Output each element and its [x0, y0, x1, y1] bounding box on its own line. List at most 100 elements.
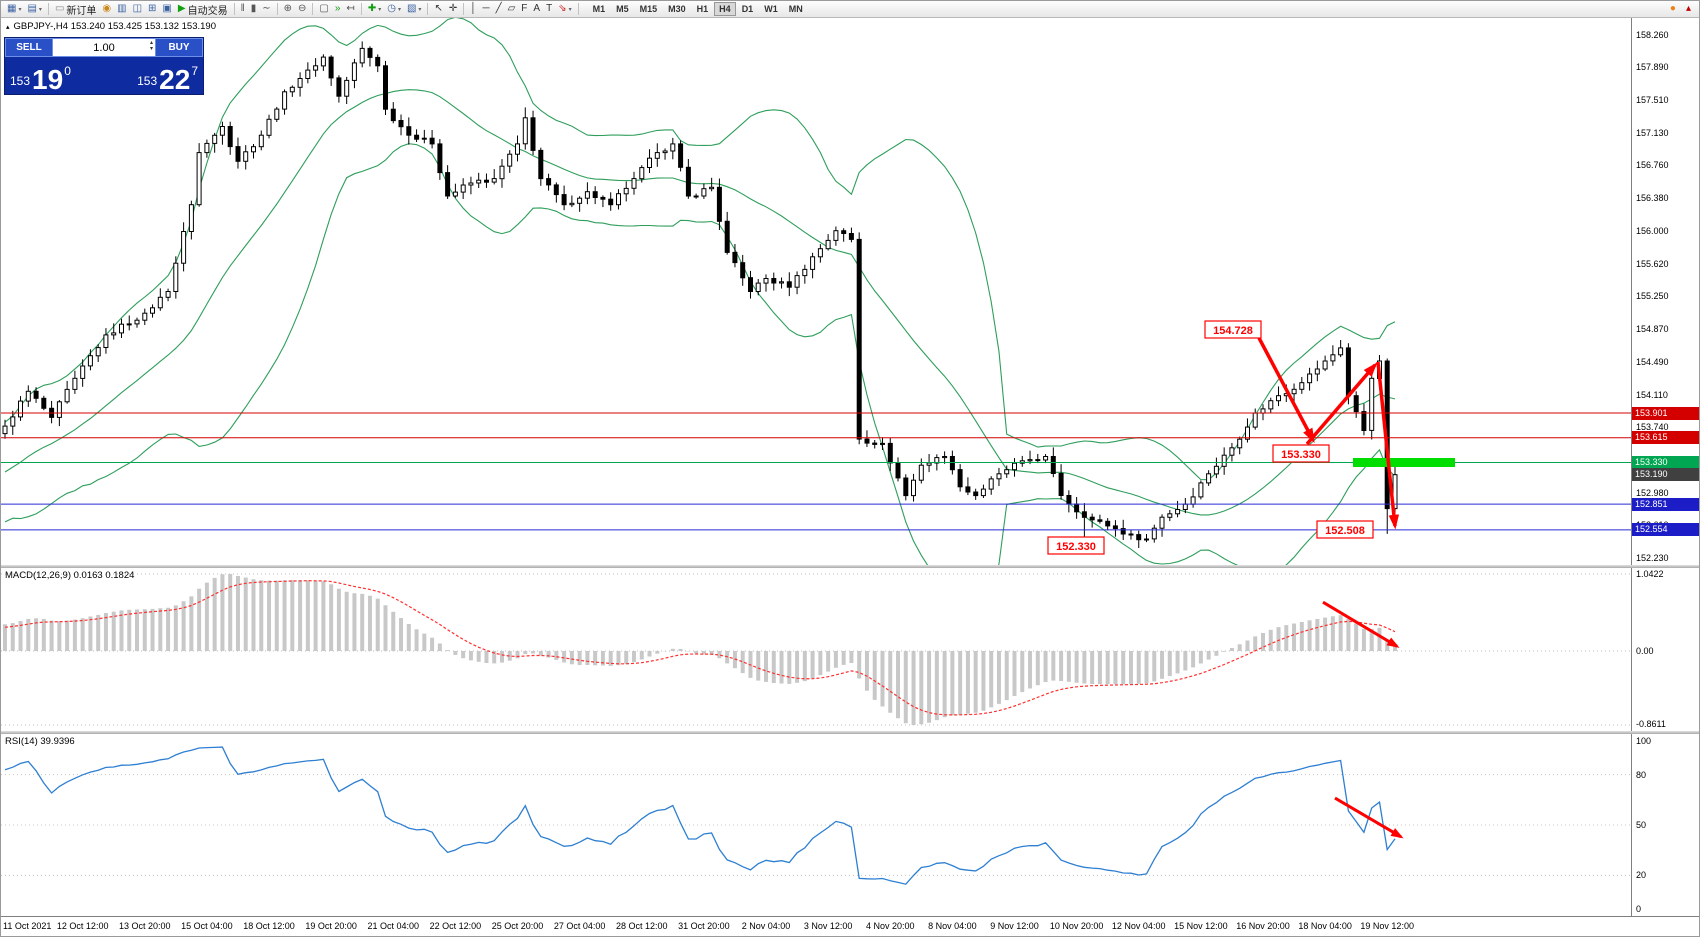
timeframe-m15[interactable]: M15	[635, 2, 663, 16]
annotation-price-label[interactable]: 153.330	[1272, 444, 1330, 463]
mql5-compass-icon[interactable]: ◉	[99, 2, 114, 17]
new-order-button[interactable]: ▭ 新订单	[52, 2, 99, 17]
line-chart-icon[interactable]: ∼	[259, 2, 273, 17]
buy-button[interactable]: BUY	[155, 38, 203, 57]
timeframe-h1[interactable]: H1	[692, 2, 714, 16]
one-click-trading-widget: SELL 1.00 ▴ ▾ BUY 153 19 0 153 22 7	[4, 37, 204, 95]
main-chart[interactable]: 154.728 153.330 152.330 152.508	[1, 18, 1631, 565]
trendline-icon[interactable]: ╱	[493, 2, 505, 17]
time-label: 10 Nov 20:00	[1049, 921, 1104, 931]
market-watch-icon[interactable]: ▥	[114, 2, 129, 17]
new-chart-icon-glyph: ▦	[7, 3, 17, 14]
panel-splitter[interactable]	[1, 731, 1699, 734]
volume-down-icon[interactable]: ▾	[149, 46, 153, 52]
price-tag: 153.330	[1632, 456, 1699, 469]
new-chart-icon[interactable]: ▦ ▾	[4, 2, 24, 17]
terminal-icon[interactable]: ▣	[159, 2, 174, 17]
periods-icon[interactable]: ◷ ▾	[384, 2, 404, 17]
volume-value: 1.00	[93, 41, 115, 54]
community-icon-glyph: ●	[1669, 3, 1676, 14]
rsi-label: RSI(14) 39.9396	[5, 736, 75, 747]
sell-price[interactable]: 153 19 0	[5, 57, 104, 94]
macd-axis[interactable]: 1.0422 0.00 -0.8611	[1631, 568, 1699, 731]
time-label: 19 Nov 12:00	[1360, 921, 1414, 931]
highlight-rectangle[interactable]	[1353, 458, 1455, 467]
auto-scroll-icon[interactable]: »	[332, 2, 344, 17]
zoom-out-icon[interactable]: ⊖	[295, 2, 309, 17]
auto-scroll-icon-glyph: »	[334, 3, 341, 14]
dropdown-caret-icon: ▾	[397, 6, 401, 13]
price-tag: 153.615	[1632, 431, 1699, 445]
annotation-price-label[interactable]: 152.508	[1316, 520, 1374, 539]
toolbar-separator	[463, 3, 465, 15]
price-tick: 152.230	[1636, 553, 1669, 564]
indicators-icon[interactable]: ✚ ▾	[365, 2, 384, 17]
community-icon[interactable]: ●	[1667, 2, 1679, 17]
volume-up-icon[interactable]: ▴	[149, 40, 153, 46]
trend-arrow[interactable]	[1334, 796, 1404, 839]
channel-icon-glyph: ▱	[507, 3, 516, 14]
price-tick: 152.980	[1636, 487, 1669, 498]
trendline-icon-glyph: ╱	[495, 3, 502, 14]
timeframe-h4[interactable]: H4	[714, 2, 736, 16]
annotation-price-label[interactable]: 152.330	[1047, 536, 1105, 555]
panel-splitter[interactable]	[1, 565, 1699, 568]
dropdown-caret-icon: ▾	[38, 6, 42, 13]
annotation-price-label[interactable]: 154.728	[1204, 320, 1262, 339]
arrows-icon[interactable]: ⇘ ▾	[555, 2, 574, 17]
trend-arrow[interactable]	[1322, 600, 1400, 648]
symbol-marker-icon: ▴	[6, 23, 10, 31]
time-label: 9 Nov 12:00	[990, 921, 1039, 931]
profiles-icon[interactable]: ▤ ▾	[24, 2, 44, 17]
time-label: 12 Oct 12:00	[56, 921, 109, 931]
tile-windows-icon[interactable]: ▢	[316, 2, 331, 17]
rsi-axis[interactable]: 100 80 50 20 0	[1631, 734, 1699, 916]
macd-axis-label: 1.0422	[1636, 569, 1664, 579]
timeframe-m30[interactable]: M30	[663, 2, 691, 16]
text-label-icon[interactable]: T	[543, 2, 555, 17]
horizontal-line-icon[interactable]: ─	[479, 2, 492, 17]
navigator-icon[interactable]: ⊞	[145, 2, 159, 17]
macd-signal-line	[4, 580, 1396, 716]
timeframe-w1[interactable]: W1	[759, 2, 783, 16]
cursor-icon[interactable]: ↖	[431, 2, 445, 17]
candlestick-icon[interactable]: ▮	[248, 2, 260, 17]
bar-chart-icon[interactable]: ‖	[238, 2, 248, 17]
data-window-icon-glyph: ◫	[132, 3, 143, 14]
zoom-in-icon[interactable]: ⊕	[281, 2, 295, 17]
trend-arrow[interactable]	[1376, 361, 1400, 530]
price-tick: 157.510	[1636, 94, 1669, 105]
chart-scroll-up-icon[interactable]: ▴	[1683, 2, 1694, 17]
volume-input[interactable]: 1.00 ▴ ▾	[53, 38, 155, 57]
timeframe-mn[interactable]: MN	[784, 2, 808, 16]
tile-windows-icon-glyph: ▢	[319, 3, 329, 14]
trend-arrow[interactable]	[1305, 362, 1378, 446]
time-axis[interactable]: 11 Oct 2021 12 Oct 12:00 13 Oct 20:00 15 Oc…	[1, 916, 1699, 936]
trend-arrow[interactable]	[1257, 337, 1315, 444]
volume-spinner[interactable]: ▴ ▾	[150, 40, 153, 52]
text-icon[interactable]: A	[530, 2, 543, 17]
rsi-panel[interactable]	[1, 734, 1631, 916]
chart-shift-icon[interactable]: ↤	[343, 2, 357, 17]
timeframe-m5[interactable]: M5	[611, 2, 634, 16]
autotrade-play-icon: ▶	[177, 3, 186, 14]
time-label: 15 Oct 04:00	[181, 921, 233, 931]
templates-icon[interactable]: ▧ ▾	[404, 2, 424, 17]
price-tick: 153.740	[1636, 421, 1669, 432]
timeframe-d1[interactable]: D1	[737, 2, 759, 16]
sell-button[interactable]: SELL	[5, 38, 53, 57]
price-tag: 153.901	[1632, 406, 1699, 420]
macd-axis-label: 0.00	[1636, 645, 1654, 656]
price-tick: 154.870	[1636, 323, 1669, 334]
crosshair-icon[interactable]: ✛	[446, 2, 460, 17]
price-axis[interactable]: 158.260 157.890 157.510 157.130 156.760 156.3…	[1631, 18, 1699, 565]
autotrade-button[interactable]: ▶ 自动交易	[175, 2, 231, 17]
timeframe-m1[interactable]: M1	[588, 2, 611, 16]
buy-price[interactable]: 153 22 7	[104, 57, 203, 94]
data-window-icon[interactable]: ◫	[130, 2, 145, 17]
channel-icon[interactable]: ▱	[505, 2, 519, 17]
fibonacci-icon[interactable]: F	[518, 2, 530, 17]
vertical-line-icon[interactable]: │	[467, 2, 479, 17]
bollinger-upper-band	[4, 18, 1396, 481]
macd-panel[interactable]	[1, 568, 1631, 731]
